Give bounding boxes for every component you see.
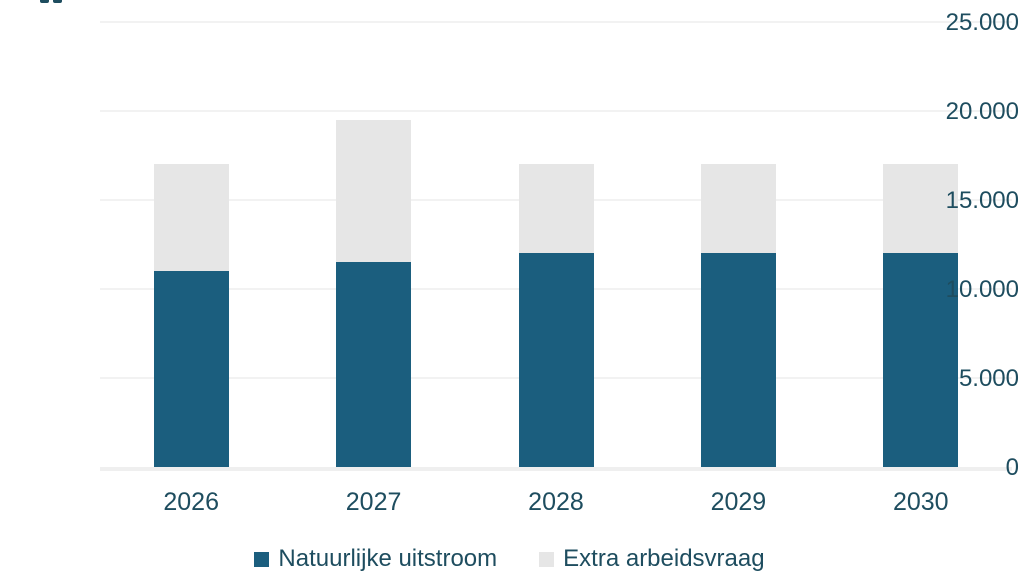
clipped-text-artifact	[40, 0, 49, 3]
y-tick-label: 0	[1005, 454, 1019, 481]
legend-swatch	[539, 551, 555, 567]
bar-segment	[336, 262, 412, 467]
bar-segment	[153, 271, 229, 467]
x-tick-label: 2029	[710, 488, 767, 516]
x-tick-label: 2026	[163, 488, 219, 516]
bar-segment	[518, 164, 594, 254]
bar-segment	[336, 119, 412, 263]
y-tick-label: 25.000	[945, 9, 1019, 36]
x-tick-label: 2030	[892, 488, 949, 516]
legend-item: Natuurlijke uitstroom	[254, 545, 497, 573]
bar-segment	[883, 253, 959, 467]
bar-segment	[700, 253, 776, 467]
legend: Natuurlijke uitstroom Extra arbeidsvraag	[0, 544, 1019, 573]
y-tick-label: 15.000	[945, 187, 1019, 214]
legend-item: Extra arbeidsvraag	[539, 545, 765, 573]
bar-segment	[883, 164, 959, 254]
x-tick-label: 2028	[528, 488, 584, 516]
bar-segment	[518, 253, 594, 467]
y-tick-label: 20.000	[945, 98, 1019, 125]
legend-label: Natuurlijke uitstroom	[278, 545, 498, 572]
plot-area	[100, 21, 1012, 471]
y-tick-label: 10.000	[945, 276, 1019, 303]
clipped-text-artifact	[53, 0, 62, 3]
legend-label: Extra arbeidsvraag	[563, 545, 765, 572]
legend-swatch	[254, 551, 270, 567]
x-tick-label: 2027	[345, 488, 402, 516]
bar-segment	[153, 164, 229, 272]
gridline	[100, 110, 1012, 112]
y-tick-label: 5.000	[958, 365, 1019, 392]
bar-segment	[700, 164, 776, 254]
gridline	[100, 21, 1012, 23]
